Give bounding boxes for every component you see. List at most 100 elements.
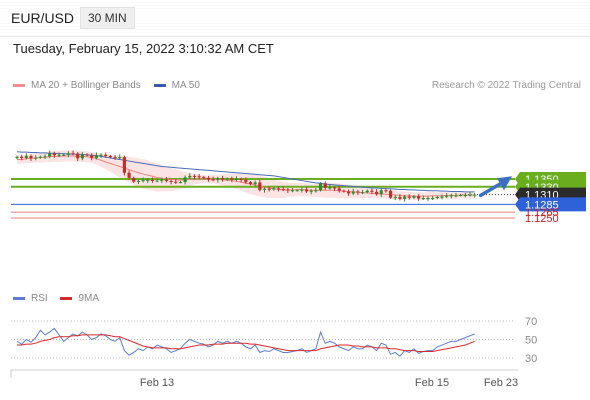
candle-body [136,180,141,182]
legend-item-bollinger: MA 20 + Bollinger Bands [13,80,141,91]
candle-body [328,187,332,189]
legend-label-ma50: MA 50 [171,80,200,91]
candle-body [90,155,94,158]
candle-body [122,157,127,173]
candle-body [108,155,112,158]
x-tick-label: Feb 15 [415,377,449,389]
candle-body [66,153,70,155]
candle-body [449,195,453,197]
price-legend: MA 20 + Bollinger Bands MA 50 [13,80,200,91]
candle-body [234,179,239,180]
forecast-arrow-shaft [478,180,505,198]
candle-body [417,196,421,199]
candle-body [473,194,477,196]
candle-body [435,196,439,199]
candle-body [332,187,337,189]
rsi-tick-50: 50 [525,335,537,347]
candle-body [440,196,444,198]
level-label-1-1250: 1.1250 [525,213,559,225]
candle-body [407,196,411,198]
candle-body [76,153,80,159]
candle-body [183,177,187,183]
candle-body [20,156,24,158]
legend-label-rsi: RSI [31,293,48,304]
candle-body [393,196,397,198]
candle-body [211,179,215,181]
candle-body [314,190,318,192]
candle-body [99,154,103,156]
rsi-line [16,327,475,357]
candle-body [118,157,122,159]
candle-body [239,179,243,180]
candle-body [445,195,449,197]
legend-label-bollinger: MA 20 + Bollinger Bands [31,80,141,91]
candle-body [216,178,220,180]
candle-body [169,180,173,182]
candle-body [174,181,178,183]
candle-body [104,154,108,156]
candle-body [197,176,201,178]
candle-body [272,188,276,190]
candle-body [248,182,253,185]
candle-body [206,177,211,180]
candle-body [43,156,47,158]
candle-body [62,154,66,156]
candle-body [276,188,281,190]
candle-body [365,190,369,193]
candle-body [309,190,313,192]
candle-body [127,172,131,178]
candle-body [463,194,467,196]
ma9-swatch [60,296,73,300]
ma50-swatch [153,83,166,87]
candle-body [29,155,33,159]
forecast-arrow-head [497,176,512,191]
rsi-tick-70: 70 [525,316,537,328]
candle-body [220,178,225,180]
rsi-tick-30: 30 [525,353,537,365]
candle-body [48,153,52,157]
candle-body [24,155,28,158]
candle-body [85,154,89,156]
candle-body [178,182,183,184]
candle-body [225,178,229,180]
candle-body [304,189,309,192]
report-datetime: Tuesday, February 15, 2022 3:10:32 AM CE… [13,41,274,56]
candle-body [267,188,271,190]
rsi-legend: RSI 9MA [13,293,99,304]
candle-body [57,154,61,156]
candle-body [146,179,150,181]
candle-body [34,157,38,159]
candle-body [398,196,402,199]
candle-body [412,196,416,198]
candle-body [262,188,267,190]
legend-item-9ma: 9MA [60,293,99,304]
candle-body [258,182,262,190]
candle-body [323,183,327,188]
candle-body [318,183,323,191]
candle-body [356,191,360,193]
legend-label-9ma: 9MA [78,293,100,304]
research-credit: Research © 2022 Trading Central [431,80,581,91]
candle-body [431,198,435,200]
bollinger-swatch [13,83,25,87]
candle-body [337,188,341,191]
candle-body [188,175,192,178]
candle-body [379,190,383,195]
candle-body [370,190,374,192]
candle-body [454,195,458,197]
candle-body [15,156,19,158]
currency-pair: EUR/USD [11,10,75,26]
legend-item-rsi: RSI [13,293,48,304]
candle-body [459,194,463,196]
timeframe-badge[interactable]: 30 MIN [80,7,135,29]
candle-body [71,153,75,155]
level-label-1-1285: 1.1285 [525,199,559,211]
x-tick-label: Feb 23 [484,377,518,389]
legend-item-ma50: MA 50 [153,80,200,91]
level-tag-1-1285 [515,197,586,212]
candle-body [94,155,98,158]
candle-body [150,179,155,181]
candle-body [426,198,430,200]
